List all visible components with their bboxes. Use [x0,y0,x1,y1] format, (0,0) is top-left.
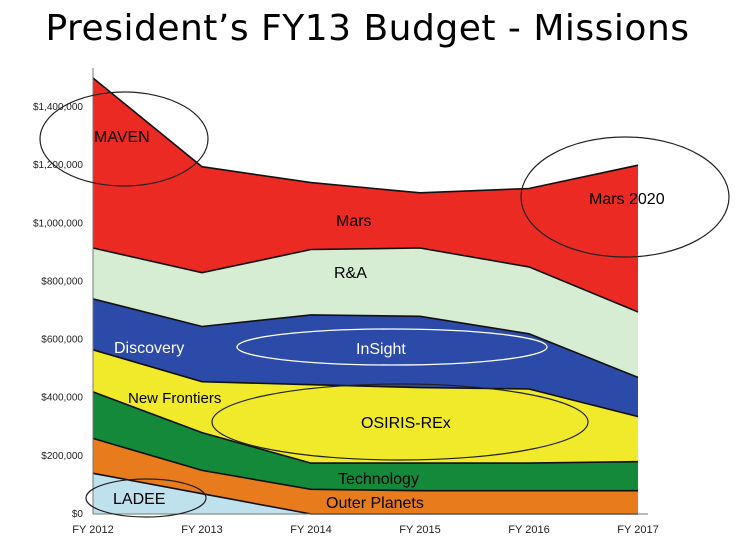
series-label-technology: Technology [338,471,419,488]
callout-ellipse-ladee [85,478,207,518]
annotation-mars-2020: Mars 2020 [589,191,665,208]
x-tick-labels: FY 2012 FY 2013 FY 2014 FY 2015 FY 2016 FY 20… [72,524,658,536]
y-tick-labels: $0 $200,000 $400,000 $600,000 $800,000 $1,000… [33,102,83,520]
annotation-maven: MAVEN [94,129,150,146]
chart-areas [92,77,639,515]
y-tick-label: $1,200,000 [33,160,83,171]
boundary-discovery [92,298,639,379]
slide-title: President’s FY13 Budget - Missions [45,8,690,49]
series-label-new-frontiers: New Frontiers [128,390,221,407]
area-new-frontiers [93,349,638,464]
boundary-r-a [92,247,639,313]
x-tick-label: FY 2014 [290,524,331,536]
y-tick-label: $400,000 [41,393,83,404]
series-label-ra: R&A [334,265,367,282]
boundary-new-frontiers [92,349,639,418]
annotation-osiris-rex: OSIRIS-REx [361,415,451,432]
series-label-outer-planets: Outer Planets [326,495,424,512]
area-discovery [93,298,638,417]
area-mars [93,78,638,312]
x-tick-label: FY 2016 [508,524,549,536]
callout-ellipse-mars-2020 [520,136,730,258]
x-tick-label: FY 2015 [399,524,440,536]
callout-ellipse-osiris-rex [211,383,589,461]
annotation-ladee: LADEE [113,491,165,508]
x-tick-label: FY 2017 [617,524,658,536]
area-r-a [93,248,638,378]
y-tick-label: $1,000,000 [33,218,83,229]
boundary-outer-planets [92,437,638,492]
y-tick-label: $600,000 [41,335,83,346]
series-label-mars: Mars [336,213,372,230]
annotation-insight: InSight [356,341,406,358]
area-outer-planets [93,438,638,514]
x-tick-label: FY 2013 [181,524,222,536]
y-tick-label: $800,000 [41,276,83,287]
chart-axes [92,68,648,515]
y-tick-label: $200,000 [41,451,83,462]
series-label-discovery: Discovery [114,340,184,357]
boundary-mars [92,77,639,194]
callout-ellipse-insight [236,328,548,366]
callout-ellipse-maven [39,91,209,187]
y-tick-label: $1,400,000 [33,102,83,113]
x-tick-label: FY 2012 [72,524,113,536]
area-ladee [93,473,638,514]
boundary-technology [92,391,639,464]
y-tick-label: $0 [72,509,84,520]
area-technology [93,391,638,491]
